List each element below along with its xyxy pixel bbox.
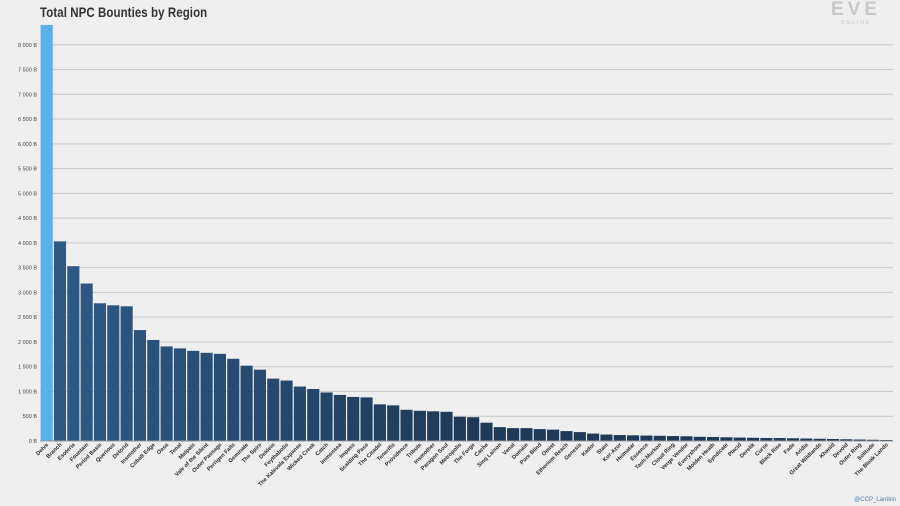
bar	[93, 303, 107, 441]
x-tick-label: Oasa	[156, 442, 171, 457]
bar	[387, 405, 400, 441]
y-tick-label: 4 500 B	[18, 216, 37, 222]
bar	[360, 397, 373, 441]
y-tick-label: 3 500 B	[18, 266, 37, 272]
eve-online-logo: EVE ONLINE	[826, 0, 886, 27]
bar	[680, 436, 693, 441]
bar	[267, 378, 280, 441]
bar	[400, 409, 413, 441]
y-tick-label: 2 500 B	[18, 315, 37, 321]
y-tick-label: 6 500 B	[18, 117, 37, 123]
bar	[613, 435, 626, 441]
bar	[413, 410, 426, 441]
logo-text: EVE	[830, 0, 882, 20]
bar	[547, 429, 560, 441]
bar	[320, 392, 333, 441]
bar	[373, 404, 386, 441]
bar	[453, 416, 466, 441]
bar	[187, 350, 200, 441]
y-tick-label: 8 000 B	[18, 43, 37, 49]
bar	[467, 417, 480, 441]
y-tick-label: 5 000 B	[18, 191, 37, 197]
chart-title: Total NPC Bounties by Region	[40, 4, 208, 20]
bar	[507, 428, 520, 441]
y-tick-label: 500 B	[23, 414, 38, 420]
bar	[293, 386, 306, 441]
y-tick-label: 0 B	[29, 439, 38, 445]
bar	[853, 439, 866, 441]
bar	[240, 365, 253, 441]
bar	[693, 436, 706, 441]
bar	[333, 394, 346, 441]
bar	[800, 438, 813, 441]
bar	[720, 437, 733, 441]
bar	[813, 438, 826, 441]
y-tick-label: 1 000 B	[18, 389, 37, 395]
bar	[427, 411, 440, 441]
bar	[760, 438, 773, 441]
bar	[213, 353, 226, 441]
bar	[826, 439, 840, 441]
x-tick-label: Derelik	[739, 442, 757, 460]
bar	[640, 435, 653, 441]
bar	[133, 330, 147, 441]
bar	[253, 369, 266, 441]
bar	[600, 434, 613, 441]
bar	[533, 429, 546, 441]
bar	[653, 435, 666, 441]
bar	[173, 348, 187, 441]
bar	[80, 283, 93, 441]
bar	[67, 266, 80, 441]
bar	[40, 24, 53, 441]
bar	[746, 437, 760, 441]
bar	[627, 435, 640, 441]
y-tick-label: 5 500 B	[18, 167, 37, 173]
y-tick-label: 2 000 B	[18, 340, 37, 346]
bar	[200, 352, 213, 441]
bar	[227, 358, 240, 441]
y-tick-label: 7 500 B	[18, 68, 37, 74]
bar	[520, 428, 533, 441]
bar	[493, 427, 506, 441]
x-tick-label: Kador	[581, 442, 597, 458]
author-credit: @CCP_Larrikin	[854, 497, 896, 503]
bar	[840, 439, 853, 441]
logo-subtitle: ONLINE	[840, 20, 872, 26]
bar	[147, 339, 160, 441]
bar	[866, 439, 880, 441]
bar	[480, 422, 493, 441]
bar	[733, 437, 746, 441]
bar	[347, 396, 360, 441]
bar	[440, 411, 453, 441]
y-tick-label: 1 500 B	[18, 365, 37, 371]
bar	[667, 436, 680, 441]
bar	[307, 388, 320, 441]
bar	[160, 346, 173, 441]
bar	[587, 433, 600, 441]
bar	[107, 305, 120, 441]
bar	[560, 431, 573, 441]
y-tick-label: 7 000 B	[18, 92, 37, 98]
bar	[53, 241, 67, 441]
bar	[280, 380, 293, 441]
bar	[120, 306, 133, 441]
bar	[707, 437, 720, 441]
y-tick-label: 4 000 B	[18, 241, 37, 247]
bar	[773, 438, 786, 441]
y-tick-label: 6 000 B	[18, 142, 37, 148]
bar	[573, 432, 586, 441]
bar	[786, 438, 800, 441]
y-tick-label: 3 000 B	[18, 290, 37, 296]
